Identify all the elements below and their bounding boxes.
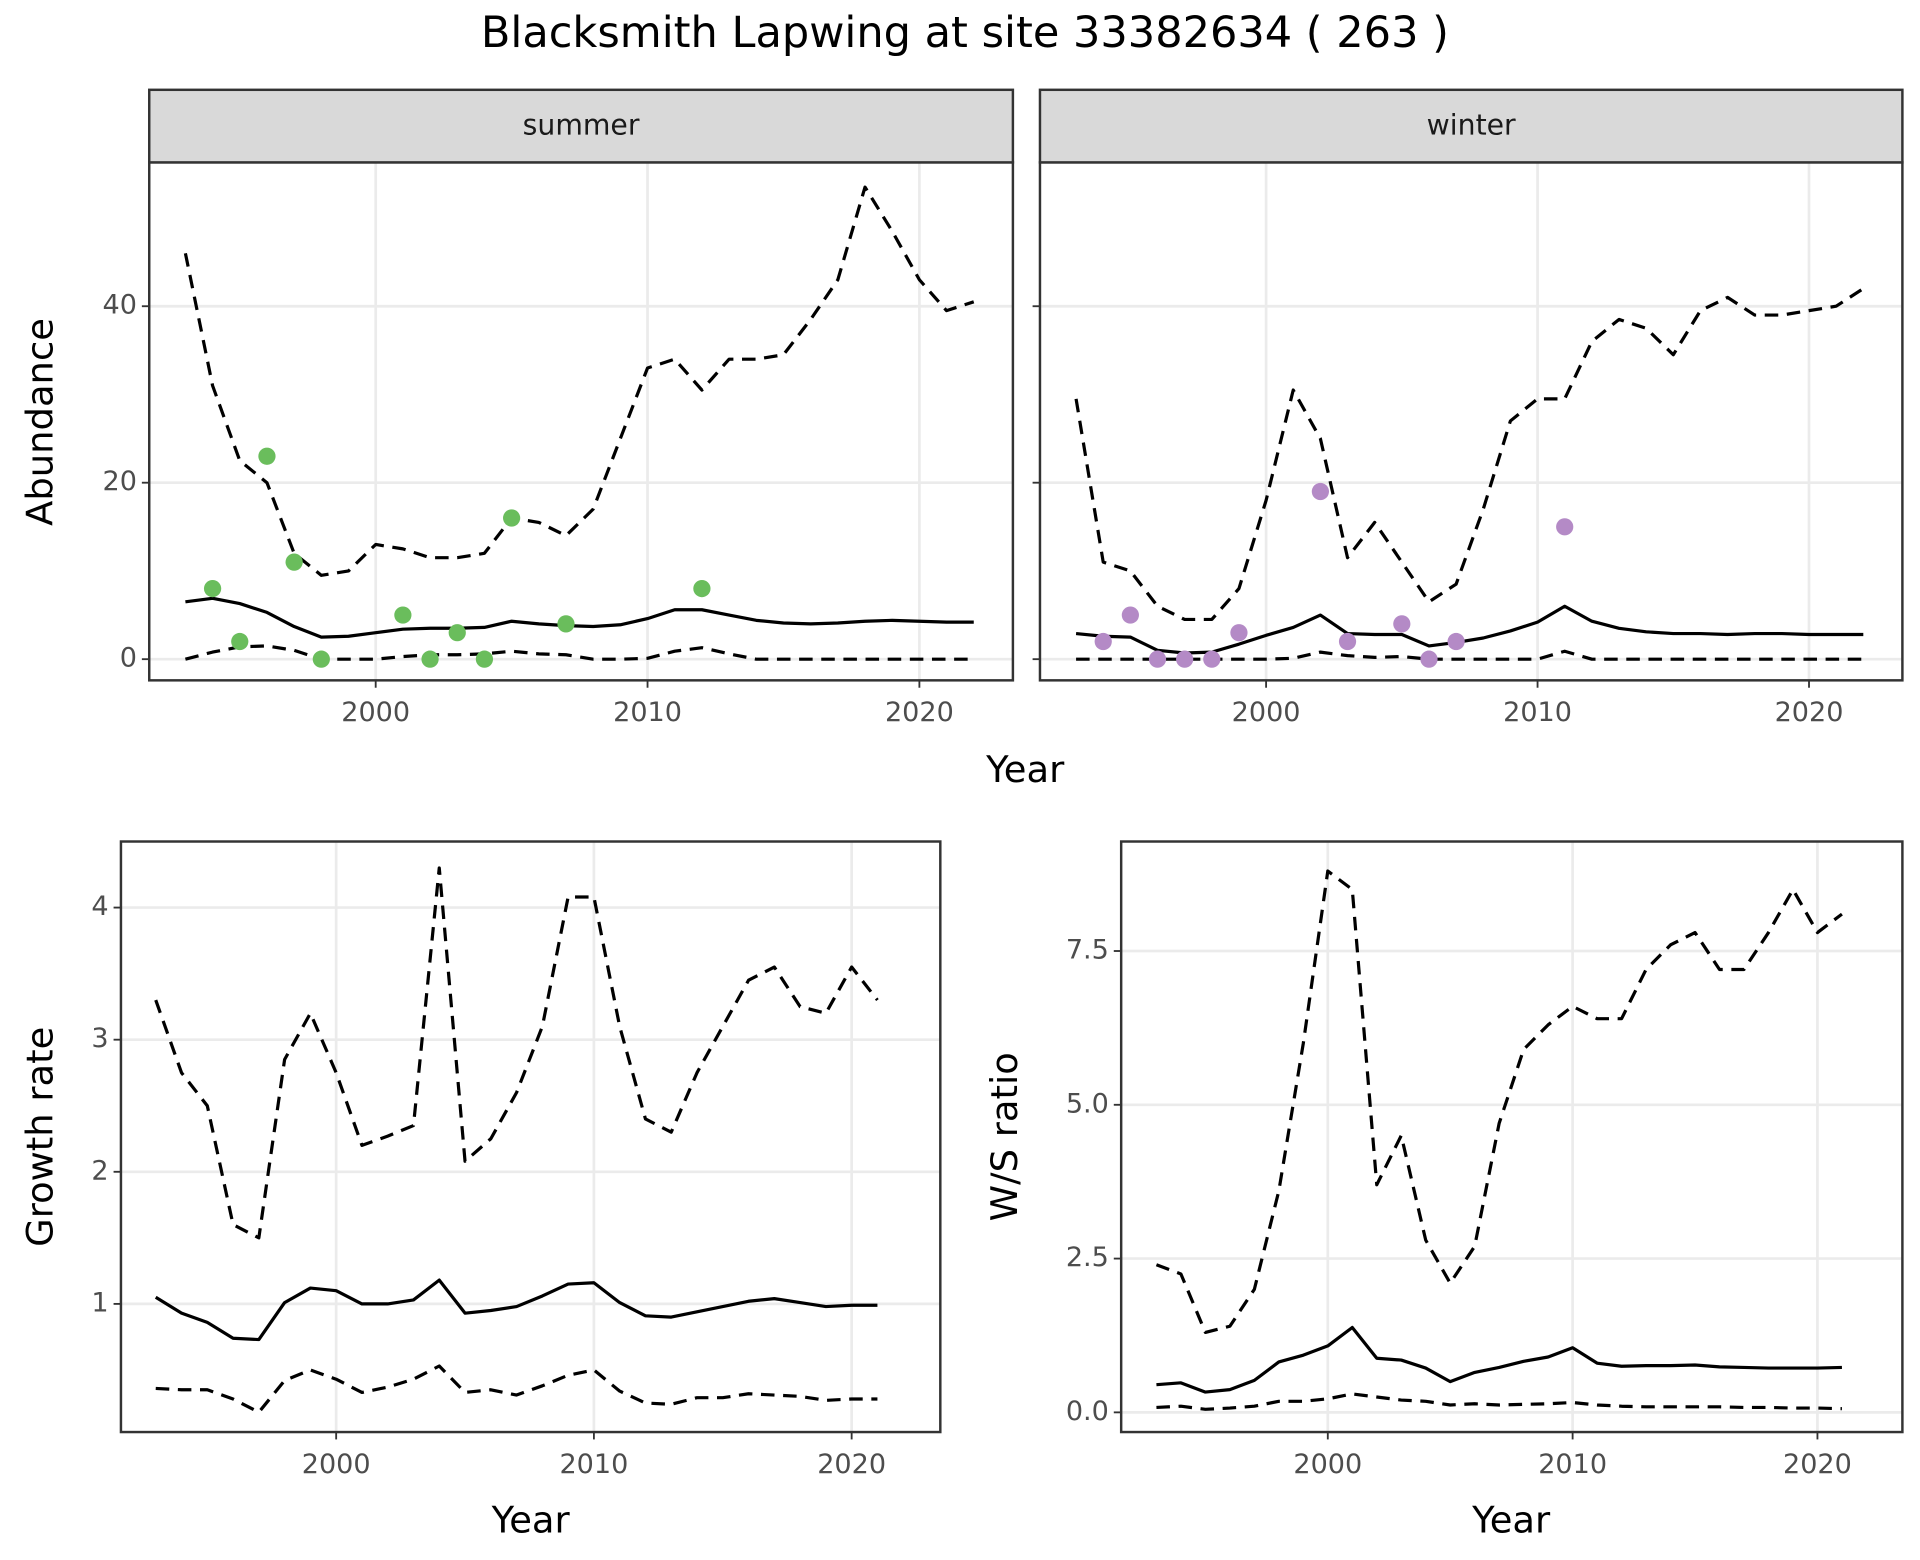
plot-background — [149, 162, 1013, 681]
y-axis-title: W/S ratio — [983, 1052, 1026, 1221]
y-tick-label: 1 — [91, 1287, 108, 1318]
y-tick-label: 5.0 — [1066, 1088, 1109, 1119]
data-point — [475, 650, 494, 668]
x-axis-title: Year — [1471, 1498, 1551, 1541]
series-line — [1155, 869, 1843, 1334]
data-point — [1148, 650, 1167, 668]
strip-label: winter — [1427, 109, 1516, 142]
series-line — [154, 1278, 878, 1342]
figure-title: Blacksmith Lapwing at site 33382634 ( 26… — [481, 8, 1449, 58]
data-point — [394, 606, 412, 624]
series-line — [1156, 1392, 1842, 1411]
y-tick-label: 4 — [91, 891, 108, 922]
x-tick-label: 2020 — [1783, 1449, 1852, 1480]
plot-border — [1119, 840, 1904, 1434]
plot-border — [119, 840, 942, 1434]
series-line — [154, 866, 879, 1240]
data-point — [1338, 632, 1357, 651]
plot-background — [1121, 841, 1903, 1433]
x-tick-label: 2010 — [559, 1449, 628, 1480]
y-tick-label: 40 — [103, 290, 137, 321]
data-point — [1420, 650, 1438, 668]
y-tick-label: 20 — [103, 466, 137, 497]
data-point — [258, 447, 276, 465]
y-tick-label: 3 — [91, 1023, 108, 1054]
y-tick-label: 7.5 — [1066, 935, 1109, 966]
x-tick-label: 2000 — [341, 697, 410, 728]
y-tick-label: 0 — [120, 643, 137, 674]
y-tick-label: 0.0 — [1066, 1396, 1109, 1427]
x-axis-title: Year — [491, 1498, 571, 1541]
data-point — [312, 650, 330, 668]
series-line — [155, 1364, 878, 1414]
data-point — [1094, 632, 1112, 651]
x-tick-label: 2020 — [1775, 697, 1844, 728]
x-tick-label: 2010 — [613, 697, 682, 728]
y-axis-title: Abundance — [19, 318, 62, 526]
data-point — [1447, 632, 1465, 651]
data-point — [1311, 482, 1329, 501]
series-line — [1074, 287, 1865, 622]
data-point — [421, 650, 439, 668]
plot-background — [120, 841, 941, 1433]
series-line — [1156, 1325, 1842, 1394]
data-point — [231, 632, 249, 651]
x-tick-label: 2000 — [302, 1449, 371, 1480]
x-tick-label: 2000 — [1232, 697, 1301, 728]
data-point — [1203, 650, 1221, 668]
x-tick-label: 2020 — [817, 1449, 886, 1480]
plot-background — [1039, 162, 1903, 681]
x-tick-label: 2010 — [1503, 697, 1572, 728]
strip-label: summer — [523, 109, 640, 142]
x-tick-label: 2010 — [1538, 1449, 1607, 1480]
y-tick-label: 2 — [91, 1155, 108, 1186]
x-tick-label: 2020 — [885, 697, 954, 728]
series-line — [185, 596, 974, 639]
y-axis-title: Growth rate — [19, 1027, 62, 1247]
data-point — [1121, 606, 1139, 624]
data-point — [285, 553, 303, 571]
data-point — [1176, 650, 1194, 668]
data-point — [503, 509, 521, 527]
series-line — [183, 185, 975, 577]
data-point — [693, 579, 711, 598]
x-axis-title: Year — [985, 748, 1065, 791]
data-point — [1556, 518, 1574, 536]
strip — [148, 88, 1015, 164]
data-point — [1393, 615, 1411, 633]
y-tick-label: 2.5 — [1066, 1242, 1109, 1273]
data-point — [557, 615, 575, 633]
strip — [1038, 88, 1904, 164]
data-point — [203, 579, 222, 598]
data-point — [1230, 624, 1248, 642]
data-point — [448, 624, 466, 642]
x-tick-label: 2000 — [1293, 1449, 1362, 1480]
